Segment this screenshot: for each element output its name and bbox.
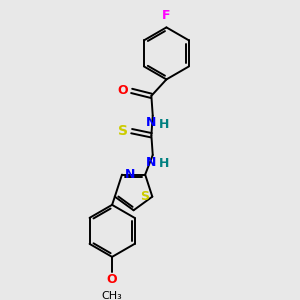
Text: S: S [118, 124, 128, 138]
Text: H: H [159, 118, 169, 131]
Text: N: N [146, 155, 157, 169]
Text: S: S [140, 190, 149, 203]
Text: CH₃: CH₃ [102, 291, 122, 300]
Text: N: N [125, 168, 136, 181]
Text: H: H [159, 157, 169, 170]
Text: O: O [107, 273, 117, 286]
Text: O: O [117, 84, 128, 97]
Text: N: N [146, 116, 157, 129]
Text: F: F [162, 10, 171, 22]
